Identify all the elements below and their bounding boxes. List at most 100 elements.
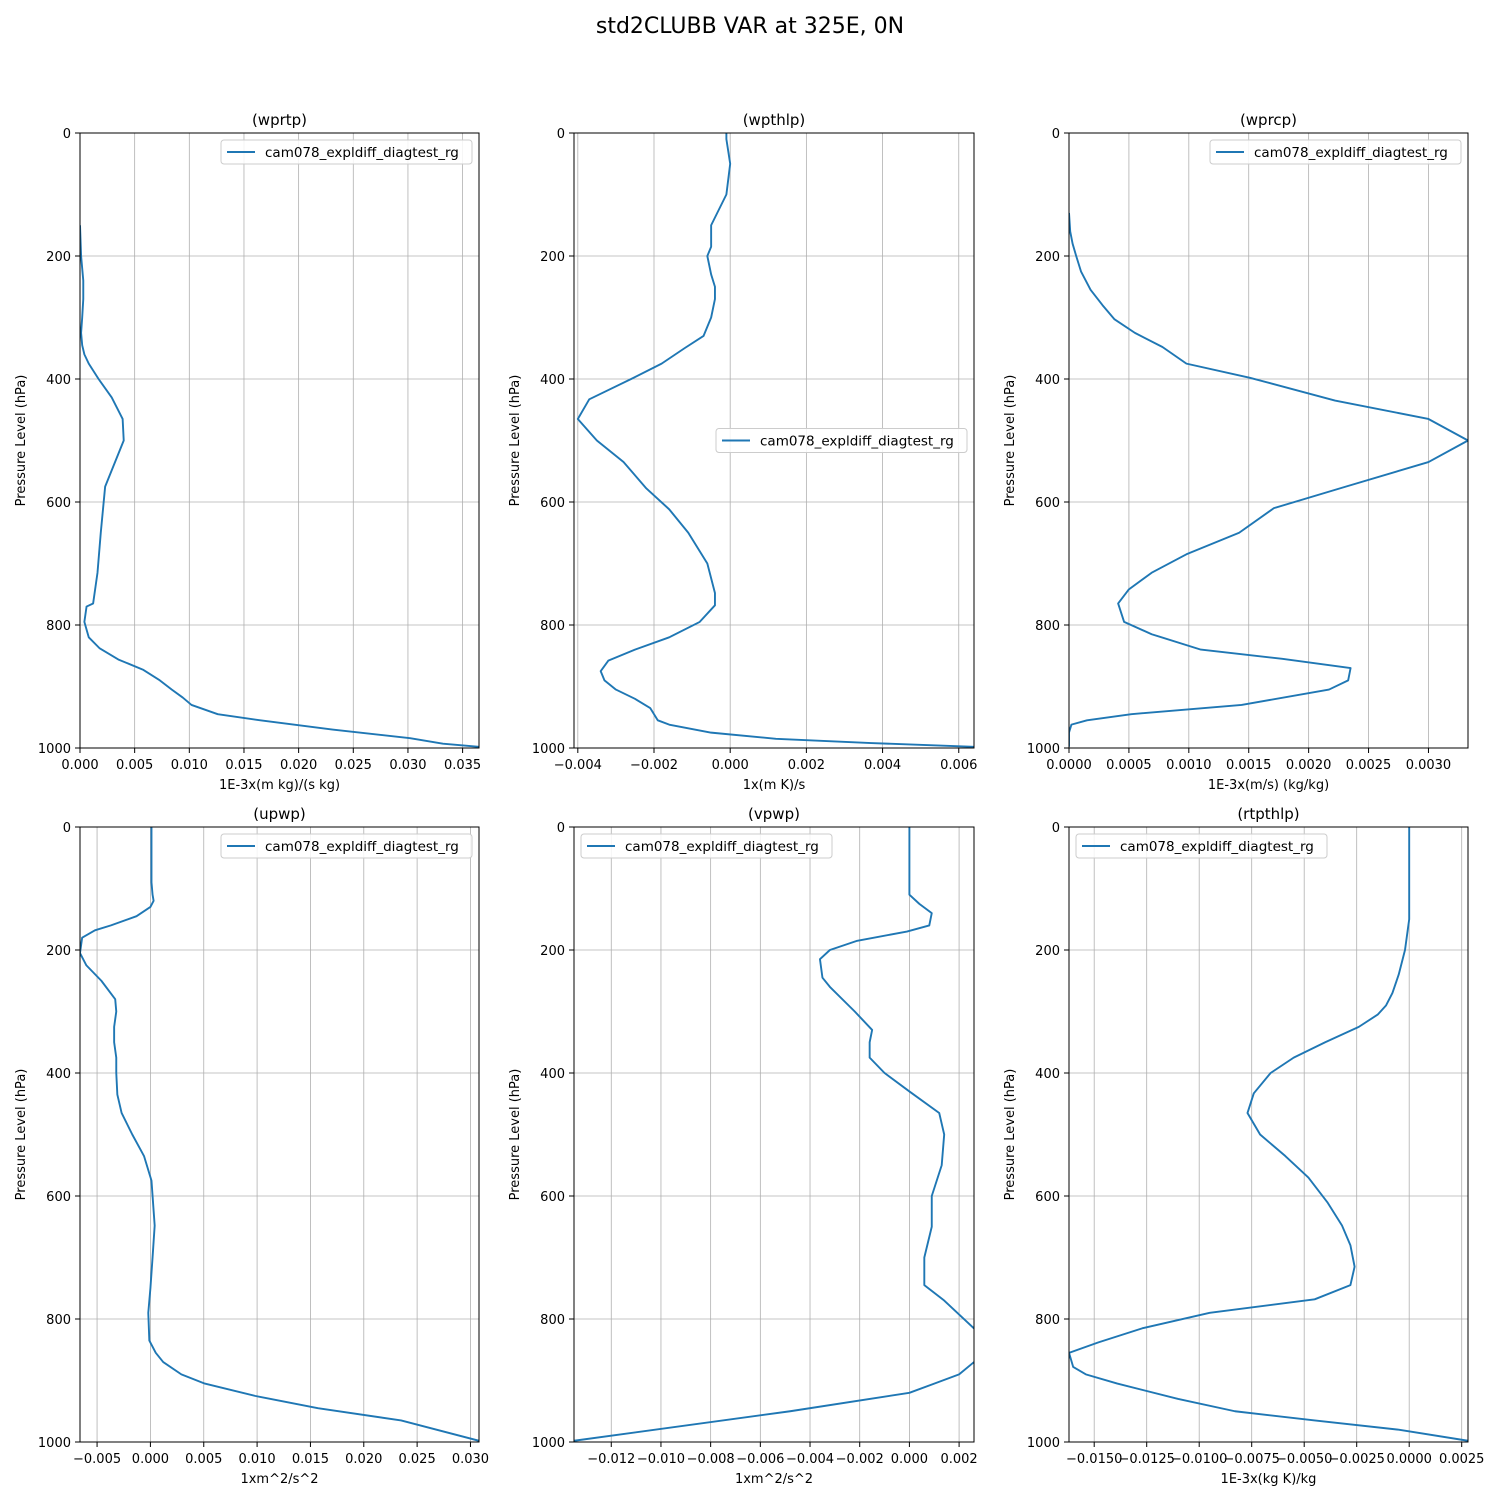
legend: cam078_expldiff_diagtest_rg (220, 833, 473, 859)
y-tick-label: 400 (46, 1067, 71, 1082)
y-axis-label: Pressure Level (hPa) (508, 375, 523, 507)
x-tick-label: 0.020 (345, 1452, 382, 1467)
x-tick-label: 0.000 (132, 1452, 169, 1467)
series-line-1 (80, 225, 479, 748)
y-tick-label: 600 (46, 1190, 71, 1205)
axes-frame (573, 132, 975, 749)
x-tick-label: −0.010 (637, 1452, 685, 1467)
x-tick-label: 0.015 (225, 758, 262, 773)
figure-title: std2CLUBB VAR at 325E, 0N (595, 14, 905, 39)
series-line-1 (80, 827, 479, 1442)
legend: cam078_expldiff_diagtest_rg (580, 833, 833, 859)
y-tick-label: 1000 (1027, 742, 1060, 757)
y-axis-label: Pressure Level (hPa) (508, 1069, 523, 1201)
y-tick-label: 1000 (532, 742, 565, 757)
x-tick-label: 0.0000 (1046, 758, 1092, 773)
subplot-6: −0.0150−0.0125−0.0100−0.0075−0.0050−0.00… (1003, 805, 1484, 1487)
x-tick-label: −0.0150 (1066, 1452, 1122, 1467)
x-tick-label: −0.006 (736, 1452, 784, 1467)
subplot-title: (wpthlp) (743, 111, 806, 129)
series-line-1 (1069, 212, 1468, 747)
x-axis-label: 1x(m K)/s (743, 778, 806, 793)
axes-frame (79, 826, 480, 1443)
x-tick-label: 0.0005 (1106, 758, 1152, 773)
x-tick-label: 0.010 (171, 758, 208, 773)
legend-box (715, 428, 968, 453)
series-line-1 (574, 827, 974, 1442)
x-tick-label: −0.002 (630, 758, 678, 773)
y-tick-label: 800 (540, 619, 565, 634)
x-axis-label: 1E-3x(kg K)/kg (1221, 1472, 1317, 1487)
y-axis-label: Pressure Level (hPa) (1003, 375, 1018, 507)
x-tick-label: 0.020 (280, 758, 317, 773)
x-tick-label: 0.0010 (1166, 758, 1212, 773)
subplot-4: −0.005 0.000 0.005 0.010 0.015 0.020 0.025 0.03… (14, 805, 489, 1487)
x-tick-label: 0.0025 (1439, 1452, 1485, 1467)
subplot-1: 0.000 0.005 0.010 0.015 0.020 0.025 0.030 0.035… (14, 111, 481, 793)
y-tick-label: 0 (1052, 127, 1060, 142)
x-tick-label: −0.005 (73, 1452, 121, 1467)
legend-box (220, 833, 473, 859)
subplot-title: (vpwp) (748, 805, 800, 823)
x-tick-label: −0.0025 (1329, 1452, 1385, 1467)
x-tick-label: 0.025 (399, 1452, 436, 1467)
legend-label: cam078_expldiff_diagtest_rg (1120, 839, 1314, 855)
x-tick-label: −0.0100 (1171, 1452, 1227, 1467)
y-tick-label: 1000 (38, 742, 71, 757)
y-tick-label: 0 (557, 127, 565, 142)
axes-frame (1068, 132, 1469, 749)
x-axis-label: 1E-3x(m kg)/(s kg) (219, 778, 340, 793)
legend-label: cam078_expldiff_diagtest_rg (625, 839, 819, 855)
y-tick-label: 800 (46, 1313, 71, 1328)
x-tick-label: 0.005 (185, 1452, 222, 1467)
y-axis-label: Pressure Level (hPa) (14, 1069, 29, 1201)
x-tick-label: 0.0030 (1406, 758, 1452, 773)
y-tick-label: 1000 (532, 1436, 565, 1451)
subplot-title: (wprtp) (252, 111, 307, 129)
x-tick-label: 0.0025 (1346, 758, 1392, 773)
legend-box (1209, 139, 1462, 165)
legend-label: cam078_expldiff_diagtest_rg (265, 145, 459, 161)
y-tick-label: 200 (1035, 944, 1060, 959)
x-tick-label: 0.030 (452, 1452, 489, 1467)
y-tick-label: 1000 (38, 1436, 71, 1451)
x-tick-label: 0.000 (891, 1452, 928, 1467)
subplot-3: 0.0000 0.0005 0.0010 0.0015 0.0020 0.0025 0.00… (1003, 111, 1469, 793)
y-tick-label: 1000 (1027, 1436, 1060, 1451)
y-tick-label: 0 (1052, 821, 1060, 836)
legend-label: cam078_expldiff_diagtest_rg (1254, 145, 1448, 161)
y-tick-label: 600 (46, 496, 71, 511)
subplot-title: (rtpthlp) (1237, 805, 1299, 823)
x-tick-label: −0.004 (554, 758, 602, 773)
y-axis-label: Pressure Level (hPa) (1003, 1069, 1018, 1201)
x-tick-label: −0.002 (836, 1452, 884, 1467)
x-tick-label: 0.035 (444, 758, 481, 773)
x-tick-label: 0.030 (389, 758, 426, 773)
x-tick-label: 0.0015 (1226, 758, 1272, 773)
x-tick-label: −0.0125 (1119, 1452, 1175, 1467)
legend: cam078_expldiff_diagtest_rg (220, 139, 473, 165)
axes-frame (573, 826, 975, 1443)
y-tick-label: 0 (557, 821, 565, 836)
x-axis-label: 1E-3x(m/s) (kg/kg) (1208, 778, 1329, 793)
y-axis-label: Pressure Level (hPa) (14, 375, 29, 507)
x-tick-label: 0.015 (292, 1452, 329, 1467)
y-tick-label: 800 (540, 1313, 565, 1328)
y-tick-label: 200 (46, 944, 71, 959)
x-tick-label: 0.000 (61, 758, 98, 773)
y-tick-label: 400 (540, 373, 565, 388)
x-tick-label: 0.002 (788, 758, 825, 773)
series-line-1 (576, 133, 974, 748)
x-tick-label: 0.006 (940, 758, 977, 773)
legend: cam078_expldiff_diagtest_rg (1209, 139, 1462, 165)
subplot-title: (upwp) (253, 805, 306, 823)
y-tick-label: 200 (46, 250, 71, 265)
y-tick-label: 0 (63, 821, 71, 836)
subplot-5: −0.012 −0.010 −0.008 −0.006 −0.004 −0.002 0.00… (508, 805, 978, 1487)
y-tick-label: 200 (540, 250, 565, 265)
y-tick-label: 400 (46, 373, 71, 388)
x-tick-label: 0.004 (864, 758, 901, 773)
y-tick-label: 600 (1035, 1190, 1060, 1205)
legend-box (580, 833, 833, 859)
